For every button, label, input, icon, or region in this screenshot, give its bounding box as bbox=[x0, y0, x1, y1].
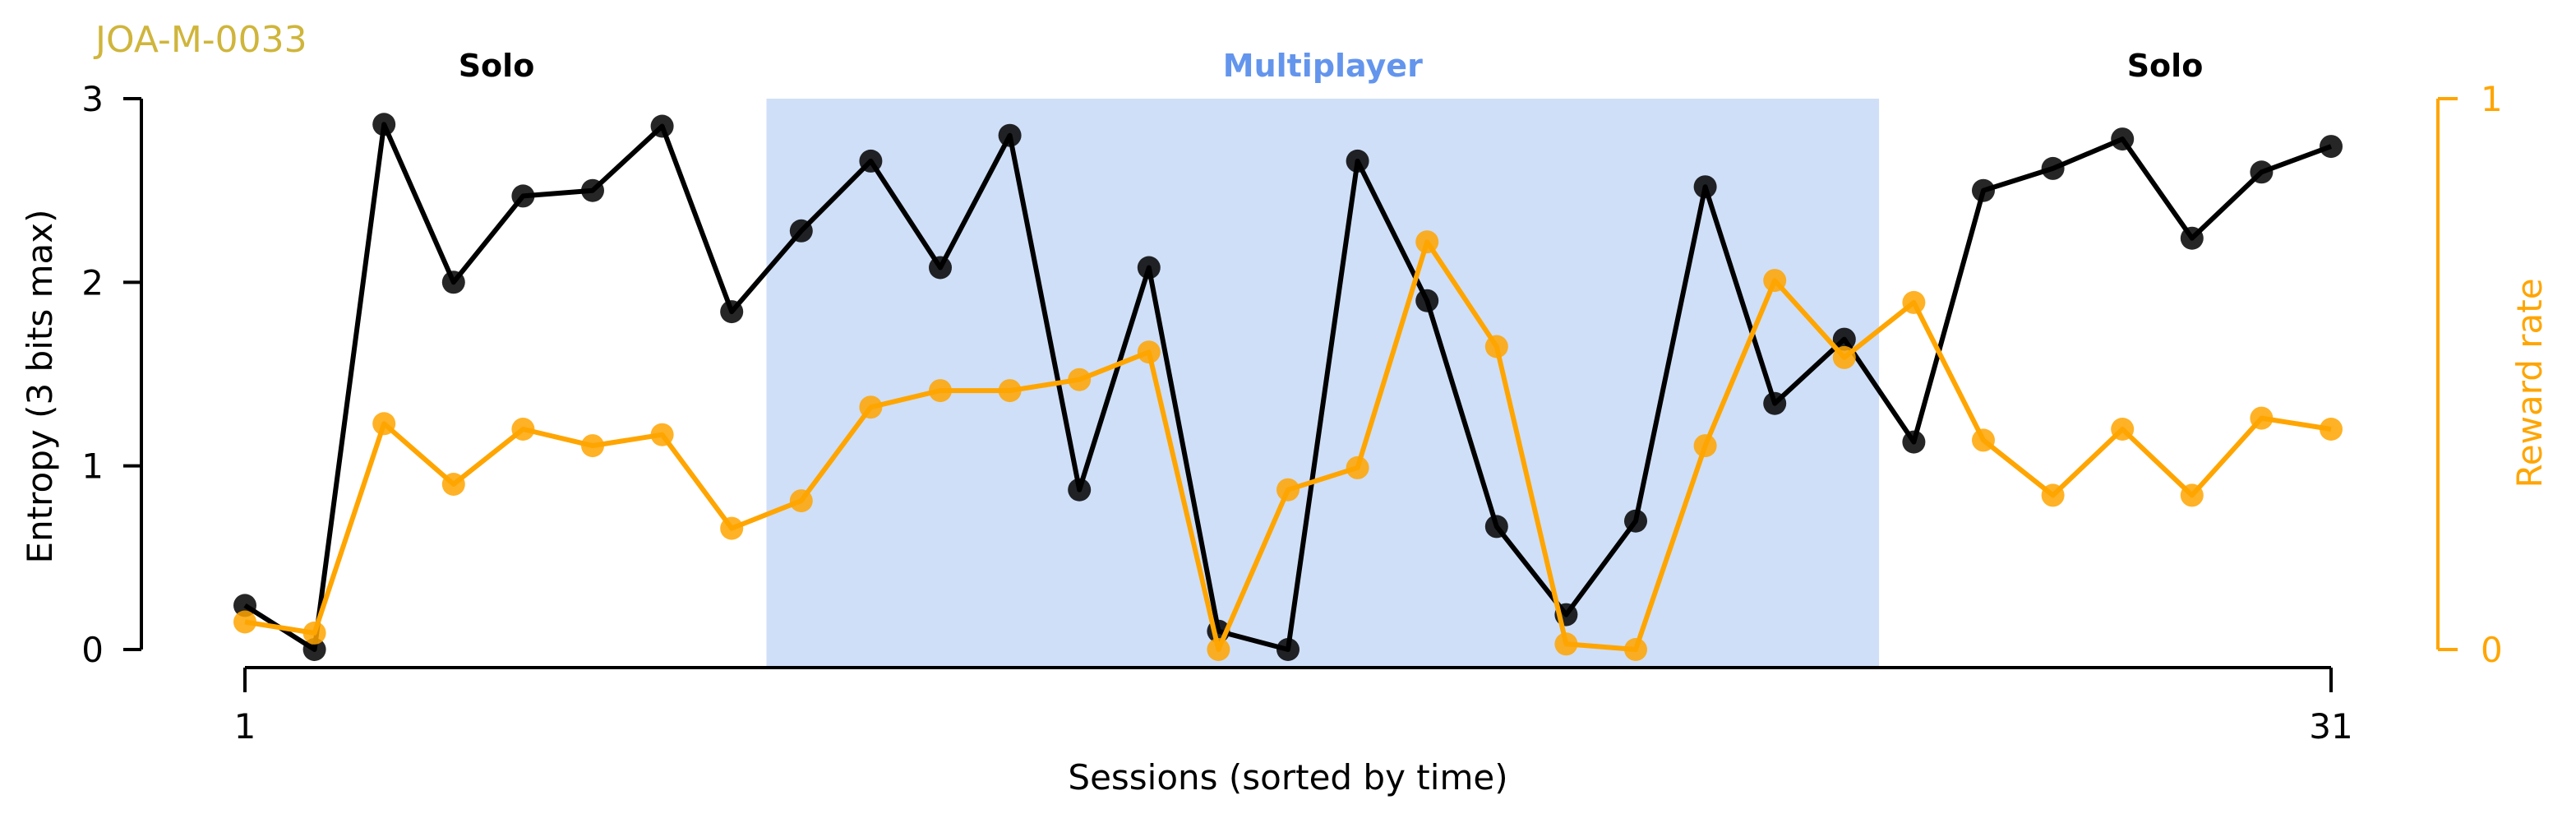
data-point-entropy bbox=[929, 256, 952, 280]
data-point-reward bbox=[1624, 638, 1647, 661]
x-tick-label: 31 bbox=[2309, 706, 2352, 747]
data-point-reward bbox=[1554, 632, 1578, 656]
region-label-solo: Solo bbox=[459, 48, 535, 84]
data-point-reward bbox=[233, 610, 256, 634]
data-point-entropy bbox=[372, 113, 396, 136]
data-point-reward bbox=[1763, 269, 1787, 293]
data-point-entropy bbox=[511, 184, 535, 208]
data-point-entropy bbox=[1346, 149, 1369, 173]
data-point-entropy bbox=[581, 178, 604, 202]
data-point-reward bbox=[1276, 478, 1300, 502]
data-point-entropy bbox=[441, 270, 465, 294]
series-entropy bbox=[233, 113, 2343, 661]
data-point-entropy bbox=[1068, 478, 1092, 502]
data-point-reward bbox=[2180, 483, 2204, 507]
data-point-reward bbox=[441, 473, 465, 496]
data-point-entropy bbox=[1693, 175, 1717, 199]
data-point-reward bbox=[929, 379, 952, 403]
data-point-entropy bbox=[650, 114, 674, 138]
data-point-reward bbox=[302, 621, 326, 645]
data-point-reward bbox=[1415, 230, 1439, 254]
data-point-reward bbox=[720, 516, 744, 540]
data-point-entropy bbox=[233, 594, 256, 617]
data-point-entropy bbox=[2320, 135, 2343, 159]
data-point-reward bbox=[998, 379, 1022, 403]
region-label-multiplayer: Multiplayer bbox=[1223, 48, 1423, 84]
data-point-reward bbox=[2320, 418, 2343, 441]
y-tick-label-right: 1 bbox=[2481, 79, 2503, 119]
region-labels: Solo Multiplayer Solo bbox=[459, 48, 2204, 84]
data-point-entropy bbox=[720, 300, 744, 324]
data-point-reward bbox=[859, 395, 883, 419]
data-point-reward bbox=[1972, 428, 1995, 452]
data-point-entropy bbox=[1137, 256, 1161, 280]
data-point-reward bbox=[1902, 290, 1926, 314]
x-tick-label: 1 bbox=[234, 706, 256, 747]
y-axis-label-right: Reward rate bbox=[2509, 278, 2550, 488]
data-point-entropy bbox=[1832, 327, 1856, 351]
data-point-entropy bbox=[2180, 226, 2204, 250]
axes: 0 1 2 3 0 1 1 31 bbox=[81, 79, 2502, 747]
data-point-reward bbox=[1137, 340, 1161, 364]
data-point-reward bbox=[2250, 406, 2274, 430]
series-layer bbox=[233, 113, 2343, 661]
y-axis-label-left: Entropy (3 bits max) bbox=[20, 210, 60, 564]
multiplayer-region-band bbox=[766, 99, 1880, 668]
data-point-reward bbox=[511, 418, 535, 441]
data-point-entropy bbox=[1484, 515, 1508, 539]
data-point-entropy bbox=[998, 123, 1022, 147]
data-point-entropy bbox=[2111, 127, 2135, 151]
data-point-reward bbox=[2041, 483, 2065, 507]
data-point-entropy bbox=[1972, 178, 1995, 202]
data-point-reward bbox=[1346, 455, 1369, 479]
y-tick-label-right: 0 bbox=[2481, 630, 2503, 670]
y-tick-label-left: 1 bbox=[81, 446, 104, 487]
x-axis-label: Sessions (sorted by time) bbox=[1068, 757, 1507, 798]
y-tick-label-left: 0 bbox=[81, 630, 104, 670]
data-point-entropy bbox=[1276, 638, 1300, 661]
data-point-entropy bbox=[1624, 509, 1647, 533]
series-reward bbox=[233, 230, 2343, 661]
data-point-reward bbox=[372, 412, 396, 436]
subject-id: JOA-M-0033 bbox=[93, 19, 307, 61]
data-point-reward bbox=[1832, 345, 1856, 369]
data-point-entropy bbox=[859, 149, 883, 173]
data-point-reward bbox=[581, 434, 604, 458]
y-tick-label-left: 3 bbox=[81, 79, 104, 119]
data-point-reward bbox=[1693, 434, 1717, 458]
data-point-entropy bbox=[2250, 160, 2274, 184]
data-point-reward bbox=[2111, 418, 2135, 441]
data-point-entropy bbox=[1415, 289, 1439, 312]
data-point-entropy bbox=[789, 219, 813, 243]
data-point-reward bbox=[650, 423, 674, 446]
data-point-reward bbox=[1207, 638, 1230, 661]
y-tick-label-left: 2 bbox=[81, 262, 104, 303]
data-point-reward bbox=[1068, 368, 1092, 391]
data-point-entropy bbox=[302, 638, 326, 661]
region-label-solo: Solo bbox=[2127, 48, 2204, 84]
data-point-entropy bbox=[1763, 391, 1787, 415]
data-point-entropy bbox=[2041, 156, 2065, 180]
data-point-reward bbox=[1484, 335, 1508, 358]
data-point-reward bbox=[789, 489, 813, 513]
data-point-entropy bbox=[1902, 430, 1926, 454]
